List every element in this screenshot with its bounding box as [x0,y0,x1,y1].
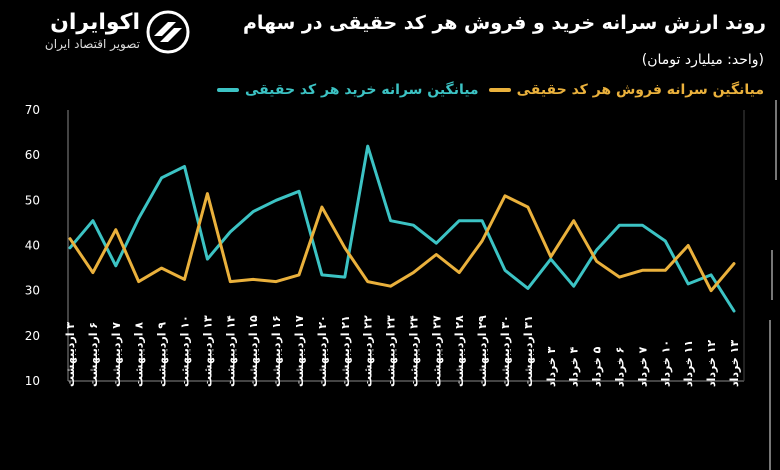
legend-item-buy: میانگین سرانه خرید هر کد حقیقی [216,82,479,98]
brand-mark-icon [146,10,190,54]
x-tick-label: ۱۳ خرداد [728,340,741,387]
x-tick-label: ۱۷ اردیبهشت [293,315,306,387]
brand-name: اکوایران [50,10,140,35]
x-tick-label: ۲۳ اردیبهشت [385,315,398,387]
x-tick-label: ۲۱ اردیبهشت [339,315,352,387]
y-tick-label: 20 [25,329,40,343]
x-tick-label: ۱۰ خرداد [659,340,672,387]
x-tick-label: ۱۳ اردیبهشت [201,315,214,387]
x-tick-label: ۱۶ اردیبهشت [270,315,283,387]
series-line-buy [68,144,736,313]
x-tick-label: ۱۲ خرداد [705,340,718,387]
x-tick-label: ۱۴ اردیبهشت [224,315,237,387]
y-tick-label: 10 [25,374,40,388]
x-tick-label: ۷ خرداد [636,346,649,387]
x-tick-label: ۳ خرداد [545,346,558,387]
x-tick-label: ۵ خرداد [591,346,604,387]
legend-swatch-sell [488,88,511,92]
legend-label-buy: میانگین سرانه خرید هر کد حقیقی [244,82,479,98]
legend-label-sell: میانگین سرانه فروش هر کد حقیقی [516,82,764,98]
y-tick-label: 40 [25,239,40,253]
chart-legend: میانگین سرانه خرید هر کد حقیقی میانگین س… [216,82,764,98]
y-tick-label: 70 [25,103,40,117]
y-tick-label: 60 [25,148,40,162]
x-tick-label: ۲۹ اردیبهشت [476,315,489,387]
x-tick-label: ۱۰ اردیبهشت [178,315,191,387]
x-tick-label: ۸ اردیبهشت [133,322,146,387]
brand-logo: اکوایران تصویر اقتصاد ایران [14,10,194,54]
x-tick-label: ۱۵ اردیبهشت [247,315,260,387]
x-tick-label: ۲۸ اردیبهشت [453,315,466,387]
x-tick-label: ۳ اردیبهشت [64,322,77,387]
x-tick-label: ۱۱ خرداد [682,340,695,387]
y-tick-label: 50 [25,193,40,207]
y-tick-label: 30 [25,284,40,298]
x-tick-label: ۲۰ اردیبهشت [316,315,329,387]
x-tick-label: ۴ خرداد [568,346,581,387]
x-tick-label: ۳۱ اردیبهشت [522,315,535,387]
legend-swatch-buy [216,88,239,92]
legend-item-sell: میانگین سرانه فروش هر کد حقیقی [488,82,764,98]
chart-unit: (واحد: میلیارد تومان) [641,52,764,68]
x-tick-label: ۳۰ اردیبهشت [499,315,512,387]
x-tick-label: ۶ خرداد [614,347,627,387]
x-tick-label: ۷ اردیبهشت [110,322,123,387]
x-tick-label: ۲۲ اردیبهشت [362,315,375,387]
x-tick-label: ۲۷ اردیبهشت [430,315,443,387]
x-tick-label: ۶ اردیبهشت [87,322,100,387]
series-line-sell [68,192,736,293]
brand-tagline: تصویر اقتصاد ایران [44,37,140,51]
chart-title: روند ارزش سرانه خرید و فروش هر کد حقیقی … [242,12,766,34]
x-tick-label: ۲۴ اردیبهشت [407,315,420,387]
x-tick-label: ۹ اردیبهشت [156,322,169,387]
line-chart: 10 20 30 40 50 60 70 ۳ اردیبهشت ۶ اردیبهشت ۷ اردی… [25,100,777,470]
